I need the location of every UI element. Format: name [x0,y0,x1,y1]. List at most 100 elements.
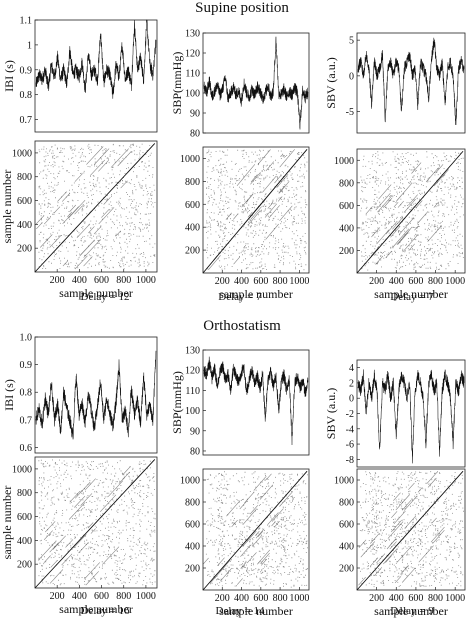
ts-ylabel: SBP(mmHg) [170,371,184,434]
rp-xtick-label: 800 [116,275,131,286]
rp-xtick-label: 800 [116,591,131,602]
rp-xtick-label: 800 [273,276,288,287]
ts-axes-frame-1 [202,32,310,134]
rp-ytick-label: 800 [185,177,200,188]
rp-ytick-label: 200 [185,246,200,257]
rp-ytick-label: 200 [339,246,354,257]
rp-ytick-label: 200 [17,244,32,255]
rp-xlabel: sample number [219,604,293,618]
ts-ylabel: IBI (s) [2,379,16,411]
rp-main-diagonal [34,143,156,273]
rp-ytick-label: 800 [339,498,354,509]
ts-ytick-label: 0 [349,394,354,405]
ts-ytick-label: -4 [346,424,354,435]
ts-ytick-label: 0 [349,71,354,82]
rp-ytick-label: 1000 [12,148,32,159]
recurrence-plot-4 [202,468,310,591]
ts-ytick-label: 110 [185,69,200,80]
rp-xtick-label: 1000 [136,591,156,602]
recurrence-plot-2 [356,148,466,274]
rp-main-diagonal [356,150,464,274]
rp-ytick-label: 600 [17,512,32,523]
delay-label-sbp-supine: Delay = 7 [218,291,262,303]
section-title-orthostatism: Orthostatism [203,318,281,334]
rp-ylabel: sample number [0,486,14,560]
ts-series-line-1 [203,36,309,130]
ts-ytick-label: 90 [190,426,200,437]
ts-ytick-label: 130 [185,346,200,357]
rp-diagonal-texture [365,162,449,265]
rp-ytick-label: 400 [339,223,354,234]
rp-xtick-label: 200 [50,275,65,286]
rp-xtick-label: 400 [234,276,249,287]
ts-ytick-label: 1 [27,40,32,51]
rp-ytick-label: 600 [339,520,354,531]
rp-ytick-label: 200 [185,564,200,575]
ts-ytick-label: -6 [346,440,354,451]
ts-ytick-label: 0.8 [20,90,33,101]
ts-ytick-label: 0.7 [20,415,33,426]
ts-ytick-label: 100 [185,89,200,100]
rp-xtick-label: 200 [215,593,230,604]
ts-ytick-label: 0.9 [20,360,33,371]
rp-ytick-label: 400 [17,220,32,231]
delay-label-sbv-ortho: Delay = 9 [390,605,434,617]
rp-xtick-label: 800 [428,593,443,604]
rp-ytick-label: 200 [17,560,32,571]
ts-ylabel: SBV (a.u.) [324,388,338,439]
rp-xtick-label: 800 [273,593,288,604]
rp-ytick-label: 1000 [180,154,200,165]
ts-ytick-label: 100 [185,406,200,417]
rp-ytick-label: 400 [17,536,32,547]
ts-series-line-4 [203,356,309,446]
rp-ytick-label: 600 [339,201,354,212]
rp-ytick-label: 600 [185,520,200,531]
rp-ytick-label: 800 [17,488,32,499]
ts-ytick-label: -5 [346,107,354,118]
ts-ytick-label: 0.8 [20,388,33,399]
rp-xtick-label: 1000 [289,276,309,287]
rp-main-diagonal [34,459,156,589]
ts-ytick-label: 90 [190,109,200,120]
rp-xtick-label: 200 [369,593,384,604]
rp-ytick-label: 1000 [12,464,32,475]
rp-diagonal-texture [37,466,131,586]
rp-xtick-label: 1000 [136,275,156,286]
rp-recurrence-points [359,471,464,588]
ts-ytick-label: 1.0 [20,333,33,344]
ts-ytick-label: 1.1 [20,16,33,27]
ts-ytick-label: 130 [185,29,200,40]
rp-ytick-label: 400 [339,542,354,553]
rp-xtick-label: 600 [253,276,268,287]
rp-xtick-label: 200 [50,591,65,602]
rp-xlabel: sample number [374,604,448,618]
delay-label-sbv-supine: Delay = 7 [390,291,434,303]
rp-xtick-label: 600 [408,593,423,604]
rp-xlabel: sample number [219,287,293,301]
ts-ytick-label: 110 [185,386,200,397]
ts-axes-frame-3 [34,336,158,454]
ts-ytick-label: 2 [349,378,354,389]
ts-ytick-label: 120 [185,49,200,60]
recurrence-plot-0 [34,140,158,273]
rp-xtick-label: 1000 [445,593,465,604]
delay-label-ibi-ortho: Delay = 16 [80,605,130,617]
rp-ytick-label: 1000 [334,476,354,487]
rp-diagonal-texture [202,473,294,585]
rp-xtick-label: 600 [94,591,109,602]
ts-axes-frame-2 [356,32,466,134]
ts-ylabel: IBI (s) [2,60,16,92]
rp-xtick-label: 400 [72,591,87,602]
rp-main-diagonal [202,470,308,591]
rp-xtick-label: 600 [253,593,268,604]
ts-ytick-label: 0.9 [20,65,33,76]
rp-xtick-label: 400 [72,275,87,286]
rp-ytick-label: 600 [17,196,32,207]
ts-ylabel: SBP(mmHg) [170,52,184,115]
recurrence-plot-1 [202,146,310,274]
ts-ytick-label: 80 [190,129,200,140]
delay-label-ibi-supine: Delay = 12 [80,291,130,303]
rp-xtick-label: 200 [215,276,230,287]
ts-series-line-0 [35,19,157,99]
